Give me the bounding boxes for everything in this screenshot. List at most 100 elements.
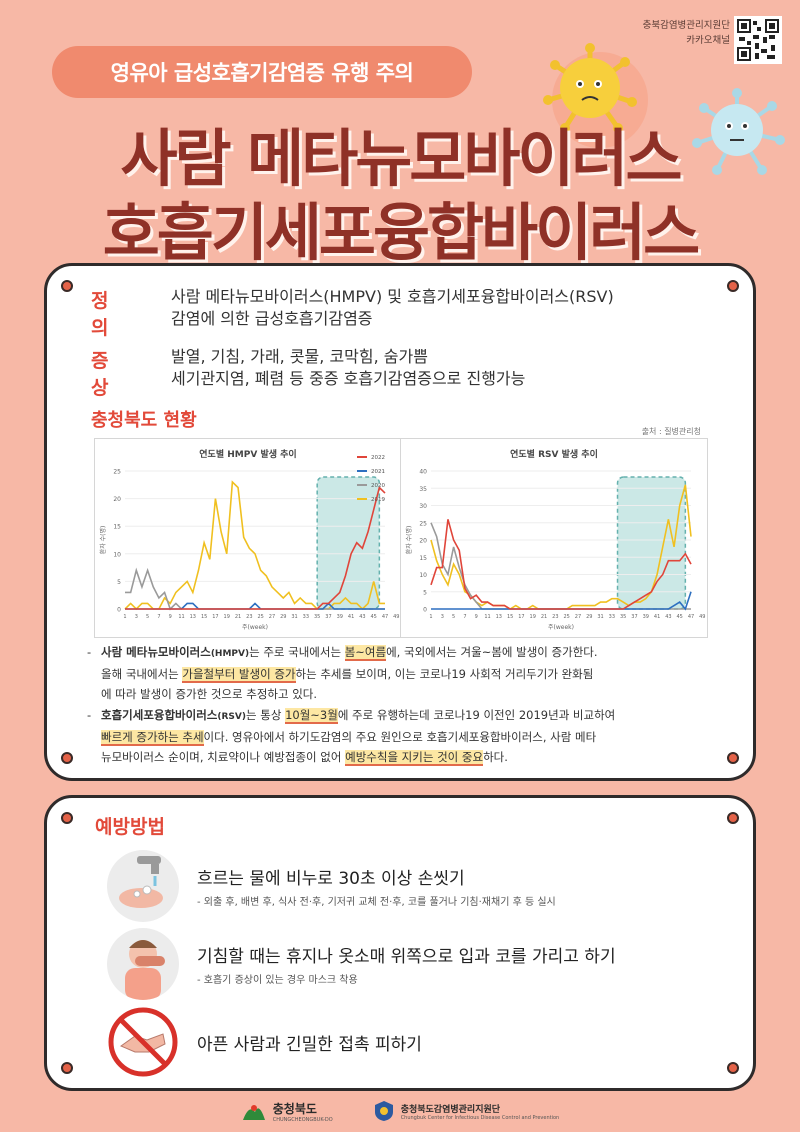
- x-tick-label: 37: [631, 614, 637, 620]
- y-tick-label: 20: [113, 496, 121, 503]
- x-tick-label: 25: [563, 614, 569, 620]
- x-tick-label: 27: [575, 614, 581, 620]
- note-text: 이다. 영유아에서 하기도감염의 주요 원인으로 호흡기세포융합바이러스, 사람…: [203, 730, 597, 744]
- logo-sub: Chungbuk Center for Infectious Disease C…: [400, 1114, 560, 1121]
- x-tick-label: 19: [530, 614, 536, 620]
- x-tick-label: 31: [597, 614, 603, 620]
- note-text: 에 주로 유행하는데 코로나19 이전인 2019년과 비교하여: [337, 708, 616, 722]
- x-tick-label: 49: [393, 614, 399, 620]
- no-handshake-icon: [107, 1006, 179, 1078]
- note-text: 뉴모바이러스 순이며, 치료약이나 예방접종이 없어: [101, 750, 346, 764]
- corner-dot: [61, 812, 73, 824]
- prevention-title: 예방방법: [95, 816, 165, 838]
- definition-value: 사람 메타뉴모바이러스(HMPV) 및 호흡기세포융합바이러스(RSV) 감염에…: [171, 286, 614, 340]
- x-tick-label: 33: [303, 614, 309, 620]
- prevention-main: 흐르는 물에 비누로 30초 이상 손씻기: [197, 869, 465, 889]
- prevention-main: 아픈 사람과 긴밀한 접촉 피하기: [197, 1034, 422, 1055]
- legend-label: 2022: [371, 455, 385, 461]
- note-highlight: 빠르게 증가하는 추세: [101, 730, 204, 746]
- notes: - 사람 메타뉴모바이러스(HMPV)는 주로 국내에서는 봄~여름에, 국외에…: [87, 642, 727, 768]
- prevention-sub: - 호흡기 증상이 있는 경우 마스크 착용: [197, 975, 358, 986]
- definition-key: 정 의: [91, 290, 123, 339]
- chart-title: 연도별 HMPV 발생 추이: [199, 450, 297, 460]
- symptom-line: 발열, 기침, 가래, 콧물, 코막힘, 숨가쁨: [171, 347, 428, 366]
- x-tick-label: 19: [224, 614, 230, 620]
- x-tick-label: 7: [463, 614, 466, 620]
- x-tick-label: 35: [620, 614, 626, 620]
- note-highlight: 봄~여름: [344, 645, 387, 661]
- x-tick-label: 35: [314, 614, 320, 620]
- y-axis-label: 환자 수(명): [405, 526, 413, 555]
- legend-label: 2020: [371, 483, 385, 489]
- x-tick-label: 39: [337, 614, 343, 620]
- qr-label: 충북감염병관리지원단 카카오채널: [643, 18, 730, 48]
- x-tick-label: 3: [135, 614, 138, 620]
- symptom-line: 세기관지염, 폐렴 등 중증 호흡기감염증으로 진행가능: [171, 369, 526, 388]
- definition-row: 정 의 사람 메타뉴모바이러스(HMPV) 및 호흡기세포융합바이러스(RSV)…: [91, 286, 614, 340]
- prevention-item-handwash: 흐르는 물에 비누로 30초 이상 손씻기 - 외출 후, 배변 후, 식사 전…: [107, 850, 727, 922]
- yellow-virus-icon: [530, 40, 660, 154]
- blue-virus-icon: [692, 88, 792, 182]
- x-tick-label: 21: [541, 614, 547, 620]
- x-tick-label: 49: [699, 614, 705, 620]
- note-term-abbr: (HMPV): [210, 649, 250, 659]
- y-tick-label: 5: [117, 579, 121, 586]
- x-tick-label: 15: [507, 614, 513, 620]
- hmpv-chart: 연도별 HMPV 발생 추이 0 5 10 15 20 25 1 3 5 7 9 11 13 15 17 19…: [94, 438, 411, 638]
- definition-line: 사람 메타뉴모바이러스(HMPV) 및 호흡기세포융합바이러스(RSV): [171, 287, 614, 306]
- x-tick-label: 25: [257, 614, 263, 620]
- x-tick-label: 5: [452, 614, 455, 620]
- x-tick-label: 47: [688, 614, 694, 620]
- x-tick-label: 17: [212, 614, 218, 620]
- note-term: 사람 메타뉴모바이러스: [101, 645, 211, 659]
- series-line-2022: [430, 519, 692, 610]
- prevention-card: 예방방법 흐르는 물에 비누로 30초 이상 손씻기 - 외출 후, 배변 후,…: [44, 795, 756, 1091]
- header-pill: 영유아 급성호흡기감염증 유행 주의: [52, 46, 472, 98]
- x-tick-label: 9: [475, 614, 478, 620]
- x-tick-label: 13: [496, 614, 502, 620]
- y-tick-label: 40: [419, 469, 427, 476]
- prevention-item-contact: 아픈 사람과 긴밀한 접촉 피하기: [107, 1006, 727, 1078]
- title-line-2: 호흡기세포융합바이러스: [102, 196, 700, 269]
- cough-etiquette-icon: [107, 928, 179, 1000]
- note-text: 에, 국외에서는 겨울~봄에 발생이 증가한다.: [386, 645, 598, 659]
- center-logo: 충청북도감염병관리지원단 Chungbuk Center for Infecti…: [373, 1100, 560, 1122]
- x-tick-label: 15: [201, 614, 207, 620]
- logo-sub: CHUNGCHEONGBUK-DO: [272, 1116, 333, 1123]
- prevention-main: 기침할 때는 휴지나 옷소매 위쪽으로 입과 코를 가리고 하기: [197, 947, 616, 967]
- chungbuk-logo-icon: [242, 1105, 265, 1120]
- x-tick-label: 23: [552, 614, 558, 620]
- handwash-icon: [107, 850, 179, 922]
- y-tick-label: 0: [117, 607, 121, 614]
- series-line-2022: [125, 486, 386, 610]
- status-title: 충청북도 현황: [91, 410, 197, 431]
- x-tick-label: 11: [178, 614, 184, 620]
- x-tick-label: 45: [677, 614, 683, 620]
- x-tick-label: 29: [280, 614, 286, 620]
- note-rsv: - 호흡기세포융합바이러스(RSV)는 통상 10월~3월에 주로 유행하는데 …: [87, 708, 616, 766]
- title-line-1: 사람 메타뉴모바이러스: [120, 122, 683, 195]
- corner-dot: [61, 1062, 73, 1074]
- note-text: 는 통상: [246, 708, 286, 722]
- note-text: 하다.: [483, 750, 508, 764]
- note-text: 하는 추세를 보이며, 이는 코로나19 사회적 거리두기가 완화됨: [295, 667, 594, 681]
- x-tick-label: 37: [325, 614, 331, 620]
- info-card: 정 의 사람 메타뉴모바이러스(HMPV) 및 호흡기세포융합바이러스(RSV)…: [44, 263, 756, 781]
- y-tick-label: 25: [419, 520, 427, 527]
- x-tick-label: 1: [429, 614, 432, 620]
- y-tick-label: 25: [113, 469, 121, 476]
- footer: 충청북도 CHUNGCHEONGBUK-DO 충청북도감염병관리지원단 Chun…: [0, 1096, 800, 1126]
- x-tick-label: 5: [146, 614, 149, 620]
- legend-label: 2019: [371, 497, 385, 503]
- corner-dot: [61, 280, 73, 292]
- note-text: 에 따라 발생이 증가한 것으로 추정하고 있다.: [101, 687, 318, 701]
- qr-code-icon[interactable]: [734, 16, 782, 64]
- x-tick-label: 23: [246, 614, 252, 620]
- symptom-value: 발열, 기침, 가래, 콧물, 코막힘, 숨가쁨 세기관지염, 폐렴 등 중증 …: [171, 346, 525, 400]
- note-highlight: 10월~3월: [285, 708, 338, 724]
- prevention-item-cough: 기침할 때는 휴지나 옷소매 위쪽으로 입과 코를 가리고 하기 - 호흡기 증…: [107, 928, 727, 1000]
- x-tick-label: 7: [157, 614, 160, 620]
- x-tick-label: 43: [665, 614, 671, 620]
- corner-dot: [727, 812, 739, 824]
